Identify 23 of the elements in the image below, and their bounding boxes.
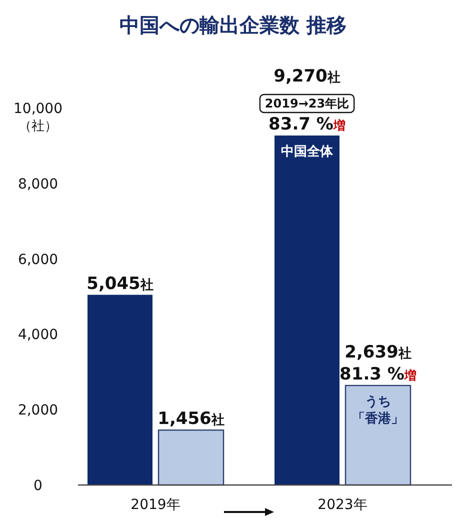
- y-tick-label: 4,000: [18, 327, 58, 344]
- annotation: 81.3 %増: [340, 364, 416, 385]
- annotation: 83.7 %増: [268, 114, 346, 135]
- annotation: 2019→23年比: [264, 96, 350, 111]
- series-label: 中国全体: [281, 144, 334, 160]
- data-label: 9,270社: [274, 66, 340, 87]
- y-tick-label: 10,000: [14, 101, 62, 117]
- series-label: うち「香港」: [352, 394, 404, 427]
- data-label: 1,456社: [158, 409, 224, 430]
- y-tick-label: 2,000: [18, 402, 58, 419]
- y-axis-title: （社）: [18, 119, 58, 134]
- bar: [158, 430, 224, 486]
- x-tick-label: 2023年: [318, 497, 368, 513]
- x-tick-label: 2019年: [130, 497, 180, 513]
- y-tick-label: 8,000: [18, 176, 58, 192]
- data-label: 2,639社: [344, 342, 412, 363]
- y-tick-label: 6,000: [18, 252, 58, 268]
- chart-title: 中国への輸出企業数 推移: [120, 13, 346, 37]
- data-label: 5,045社: [86, 274, 154, 294]
- bar: [344, 384, 412, 486]
- bar: [88, 294, 152, 485]
- y-tick-label: 0: [34, 478, 42, 494]
- bar: [274, 136, 340, 485]
